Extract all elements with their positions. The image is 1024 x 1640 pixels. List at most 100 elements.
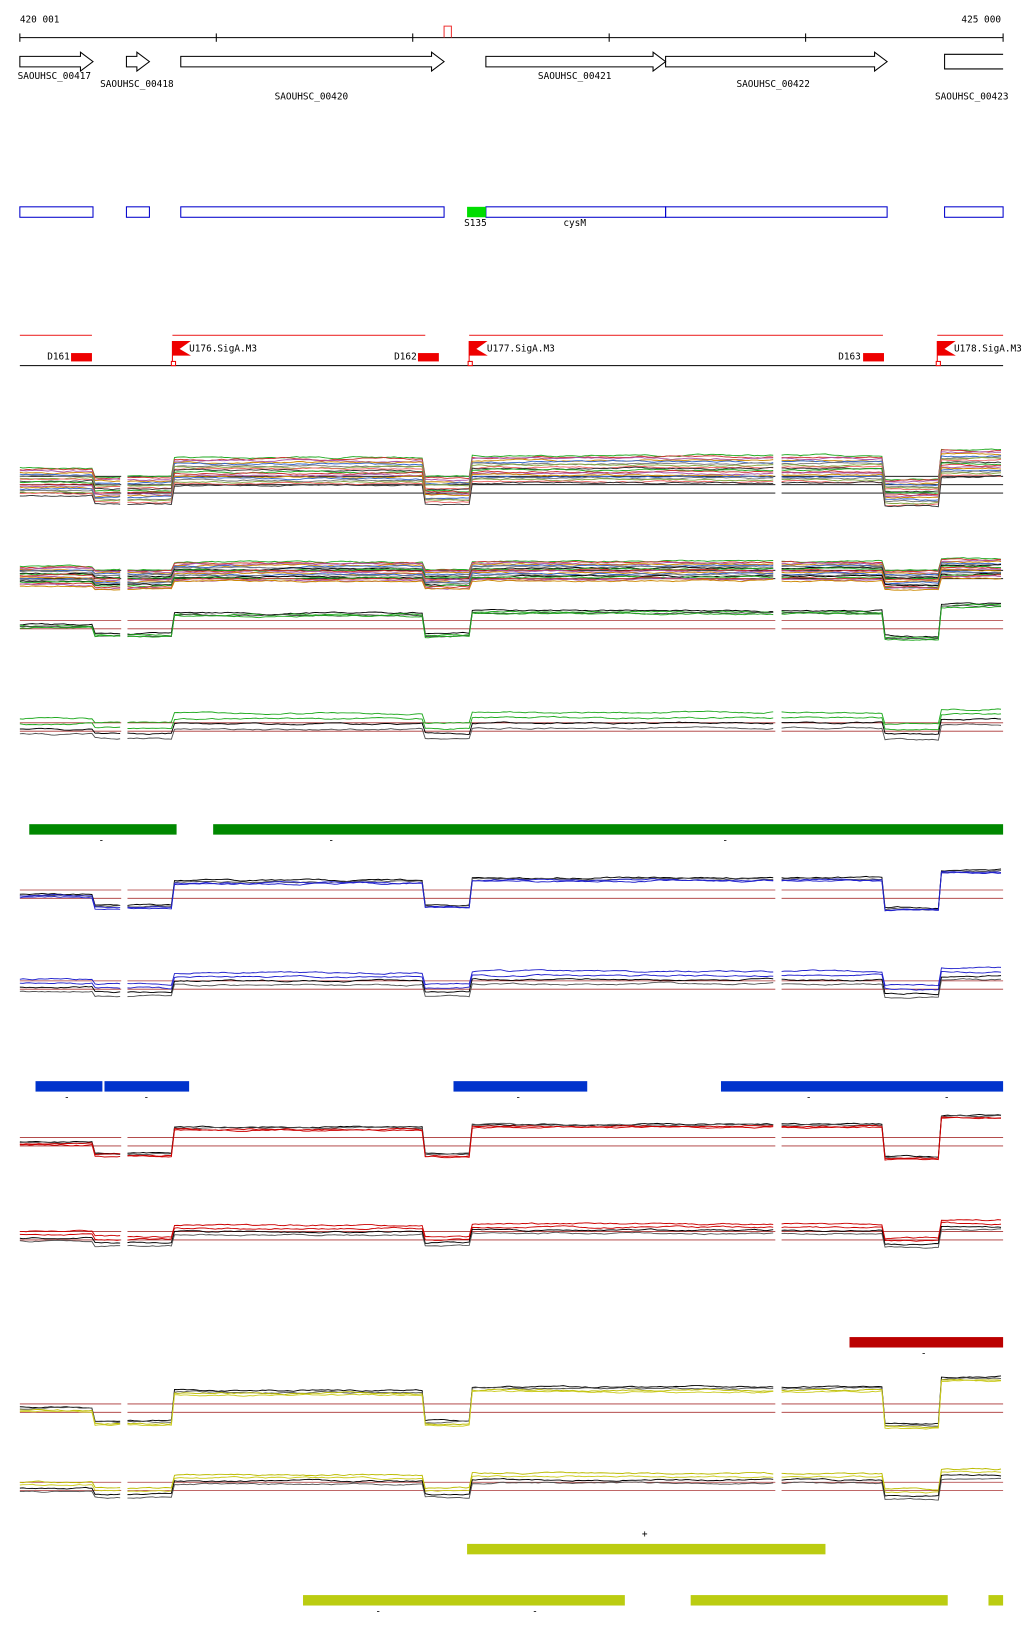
expression-trace — [127, 481, 774, 506]
expression-trace — [19, 492, 121, 504]
expression-trace — [781, 572, 1002, 587]
segment-bar — [690, 1595, 948, 1606]
expression-trace — [127, 455, 774, 480]
expression-trace — [19, 577, 121, 584]
expression-trace — [781, 606, 1002, 641]
gene-arrow — [180, 51, 445, 73]
expression-trace — [127, 608, 774, 635]
expression-trace — [127, 576, 774, 589]
expression-trace — [127, 463, 774, 487]
expression-trace — [781, 449, 1002, 482]
expression-trace — [127, 721, 774, 736]
expression-trace — [127, 1388, 774, 1426]
segment-bar — [303, 1595, 625, 1606]
expression-trace — [781, 455, 1002, 486]
expression-trace — [19, 892, 121, 906]
expression-trace — [19, 894, 121, 909]
expression-trace — [127, 578, 774, 590]
ruler-start: 420 001 — [20, 14, 60, 25]
gene-label: SAOUHSC_00423 — [935, 92, 1009, 103]
expression-trace — [127, 878, 774, 909]
promoter-flag — [468, 341, 488, 366]
expression-trace — [19, 483, 121, 494]
promoter-label: U177.SigA.M3 — [487, 343, 555, 354]
expression-trace — [127, 561, 774, 574]
ruler — [19, 25, 1004, 42]
expression-trace — [19, 1142, 121, 1156]
expression-trace — [127, 612, 774, 639]
promoter-flag — [936, 341, 956, 366]
expression-trace — [127, 560, 774, 573]
expression-trace — [19, 573, 121, 580]
expression-trace — [19, 895, 121, 910]
expression-trace — [781, 462, 1002, 494]
expression-trace — [781, 1113, 1002, 1158]
expression-trace — [127, 877, 774, 908]
expression-trace — [127, 1225, 774, 1241]
expression-trace — [781, 466, 1002, 498]
expression-trace — [781, 456, 1002, 488]
expression-trace — [19, 1406, 121, 1424]
gene-label: SAOUHSC_00417 — [18, 71, 92, 82]
expression-trace — [127, 1122, 774, 1156]
expression-trace — [781, 570, 1002, 585]
segment-bar — [849, 1337, 1004, 1348]
expression-trace — [19, 977, 121, 985]
expression-trace — [19, 566, 121, 573]
expression-trace — [781, 868, 1002, 910]
expression-trace — [127, 977, 774, 994]
expression-trace — [19, 582, 121, 589]
expression-trace — [19, 478, 121, 489]
expression-trace — [781, 566, 1002, 581]
gene-box — [944, 206, 1004, 218]
expression-trace — [19, 623, 121, 635]
strand-label: - — [143, 1092, 149, 1103]
expression-trace — [781, 1375, 1002, 1425]
expression-trace — [781, 469, 1002, 501]
expression-trace — [127, 462, 774, 486]
expression-trace — [781, 577, 1002, 591]
expression-trace — [127, 876, 774, 907]
expression-trace — [19, 469, 121, 481]
expression-trace — [127, 715, 774, 731]
expression-trace — [19, 581, 121, 587]
promoter-label: U178.SigA.M3 — [954, 343, 1022, 354]
expression-trace — [127, 565, 774, 577]
expression-trace — [781, 1467, 1002, 1491]
expression-trace — [781, 975, 1002, 996]
terminator — [863, 353, 884, 362]
expression-trace — [127, 973, 774, 990]
expression-trace — [19, 564, 121, 571]
gene-arrow — [665, 51, 888, 73]
expression-trace — [781, 1474, 1002, 1498]
ruler-end: 425 000 — [961, 14, 1001, 25]
expression-trace — [781, 1219, 1002, 1240]
strand-label: - — [722, 835, 728, 846]
strand-label: - — [328, 835, 334, 846]
gene-label: SAOUHSC_00422 — [736, 79, 810, 90]
expression-trace — [19, 727, 121, 734]
expression-trace — [19, 626, 121, 638]
expression-trace — [19, 625, 121, 638]
expression-trace — [19, 986, 121, 994]
expression-trace — [781, 568, 1002, 583]
strand-label: - — [532, 1606, 538, 1617]
feature-label: cysM — [563, 218, 586, 229]
expression-trace — [127, 456, 774, 482]
expression-trace — [19, 585, 121, 591]
promoter-label: U176.SigA.M3 — [189, 343, 257, 354]
expression-trace — [781, 1221, 1002, 1242]
expression-trace — [127, 981, 774, 998]
expression-trace — [781, 467, 1002, 499]
expression-trace — [19, 494, 121, 505]
expression-trace — [19, 717, 121, 724]
expression-trace — [781, 474, 1002, 508]
expression-trace — [781, 472, 1002, 505]
segment-bar — [35, 1081, 103, 1092]
expression-trace — [127, 1228, 774, 1244]
expression-trace — [781, 557, 1002, 571]
expression-trace — [127, 471, 774, 496]
feature-box — [467, 206, 486, 218]
gene-box — [665, 206, 888, 218]
